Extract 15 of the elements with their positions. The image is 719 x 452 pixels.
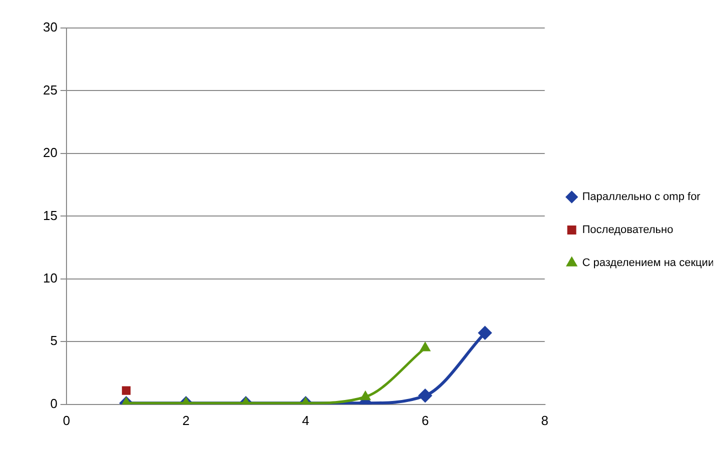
y-tick-label: 0 [50,396,58,411]
legend-label: Последовательно [582,224,674,236]
x-tick-label: 2 [182,412,190,428]
x-tick-label: 8 [541,412,548,428]
x-tick-label: 6 [422,412,429,428]
y-tick-label: 25 [42,82,58,98]
x-tick-label: 4 [302,412,310,428]
legend-label: С разделением на секции [582,257,714,270]
y-tick-label: 10 [42,270,58,286]
legend-label: Параллельно с omp for [582,191,701,204]
y-tick-label: 20 [42,145,58,160]
y-tick-label: 15 [42,208,58,223]
x-tick-label: 0 [62,412,70,428]
y-tick-label: 5 [50,333,58,348]
y-tick-label: 30 [42,20,58,35]
